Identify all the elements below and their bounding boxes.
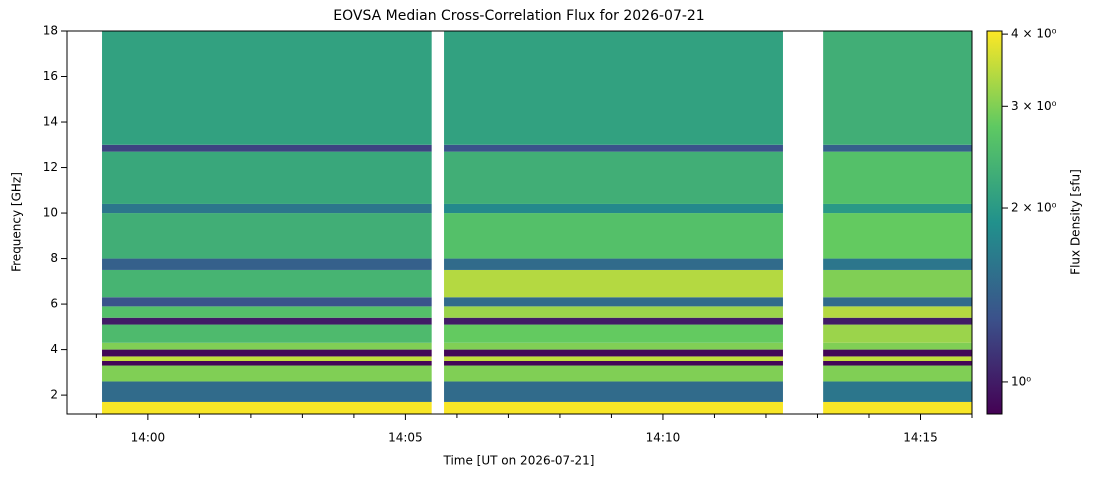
- chart-title: EOVSA Median Cross-Correlation Flux for …: [333, 8, 704, 24]
- heatmap-cell: [444, 365, 783, 382]
- heatmap-cell: [102, 31, 432, 145]
- heatmap-cell: [444, 349, 783, 357]
- heatmap-cell: [823, 203, 972, 214]
- y-tick-label: 10: [43, 206, 58, 220]
- heatmap-cell: [823, 306, 972, 318]
- y-tick-label: 14: [43, 115, 58, 129]
- heatmap-cell: [823, 381, 972, 402]
- heatmap-cell: [102, 258, 432, 270]
- colorbar-label: Flux Density [sfu]: [1069, 169, 1083, 275]
- heatmap-cell: [823, 360, 972, 366]
- heatmap-cell: [444, 31, 783, 145]
- x-axis-label: Time [UT on 2026-07-21]: [443, 454, 595, 468]
- y-tick-label: 2: [50, 388, 58, 402]
- heatmap-cell: [102, 365, 432, 382]
- y-tick-label: 12: [43, 160, 58, 174]
- y-tick-label: 8: [50, 251, 58, 265]
- heatmap-cell: [823, 258, 972, 270]
- x-tick-label: 14:00: [131, 431, 166, 445]
- x-tick-label: 14:10: [646, 431, 681, 445]
- heatmap-cell: [444, 306, 783, 318]
- heatmap-cell: [444, 317, 783, 325]
- heatmap-cell: [823, 151, 972, 204]
- heatmap-cell: [823, 401, 972, 414]
- colorbar-tick-label: 3 × 10⁰: [1011, 99, 1057, 113]
- heatmap-cell: [823, 269, 972, 298]
- heatmap-cell: [823, 213, 972, 259]
- colorbar-tick-label: 10⁰: [1011, 374, 1031, 388]
- heatmap-cell: [102, 297, 432, 307]
- heatmap-cell: [444, 324, 783, 343]
- heatmap-cell: [444, 269, 783, 298]
- heatmap-cell: [102, 203, 432, 214]
- heatmap-cell: [102, 306, 432, 318]
- heatmap-cell: [102, 356, 432, 361]
- colorbar: [986, 30, 1003, 415]
- heatmap-cell: [823, 365, 972, 382]
- plot-frame: [66, 30, 973, 415]
- colorbar-tick-label: 2 × 10⁰: [1011, 201, 1057, 215]
- colorbar-tick-label: 4 × 10⁰: [1011, 27, 1057, 41]
- heatmap-cell: [444, 401, 783, 414]
- heatmap-cell: [823, 31, 972, 145]
- heatmap-cell: [444, 203, 783, 214]
- y-tick-label: 18: [43, 24, 58, 38]
- heatmap-cell: [102, 381, 432, 402]
- x-tick-label: 14:05: [388, 431, 423, 445]
- heatmap-cell: [823, 317, 972, 325]
- heatmap-cell: [444, 144, 783, 152]
- heatmap-cell: [102, 349, 432, 357]
- y-tick-label: 6: [50, 297, 58, 311]
- heatmap-cell: [444, 360, 783, 366]
- heatmap-cell: [102, 324, 432, 343]
- heatmap-cell: [823, 324, 972, 343]
- heatmap-cell: [823, 342, 972, 350]
- y-tick-label: 4: [50, 342, 58, 356]
- heatmap-cell: [102, 144, 432, 152]
- heatmap-cell: [444, 356, 783, 361]
- heatmap-cell: [444, 381, 783, 402]
- heatmap-cell: [102, 360, 432, 366]
- heatmap-cell: [444, 342, 783, 350]
- heatmap-cell: [823, 349, 972, 357]
- heatmap-cell: [102, 342, 432, 350]
- heatmap-cell: [823, 297, 972, 307]
- heatmap-cell: [444, 151, 783, 204]
- x-tick-label: 14:15: [903, 431, 938, 445]
- heatmap-cell: [102, 213, 432, 259]
- heatmap-cell: [823, 144, 972, 152]
- heatmap-cell: [102, 151, 432, 204]
- heatmap-cell: [102, 401, 432, 414]
- y-axis-label: Frequency [GHz]: [10, 172, 24, 272]
- heatmap-cell: [444, 297, 783, 307]
- heatmap-cell: [444, 213, 783, 259]
- y-tick-label: 16: [43, 69, 58, 83]
- heatmap-cell: [444, 258, 783, 270]
- heatmap-cell: [102, 317, 432, 325]
- heatmap-cell: [823, 356, 972, 361]
- heatmap-cell: [102, 269, 432, 298]
